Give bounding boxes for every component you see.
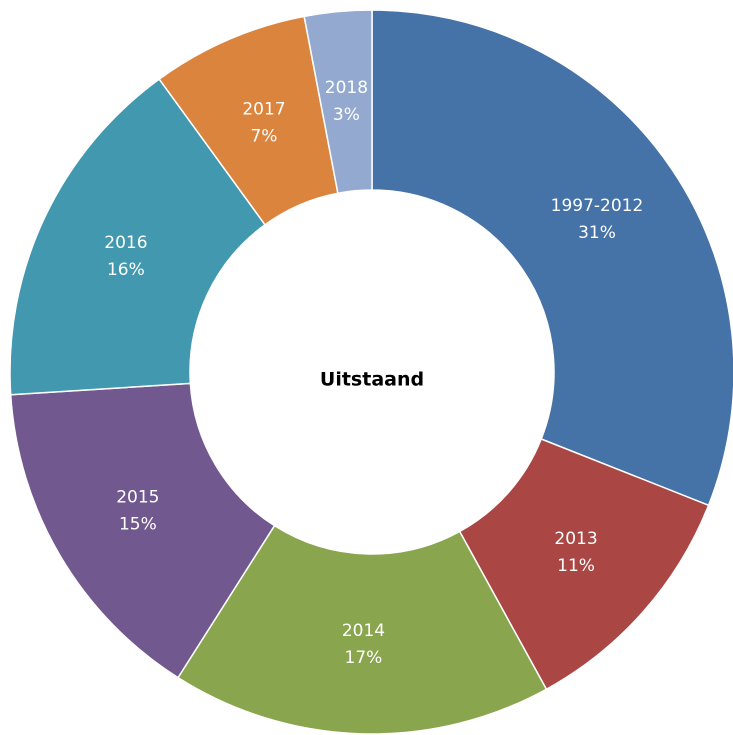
slice-category-label: 2018 — [325, 78, 368, 98]
slice-value-label: 17% — [345, 648, 383, 668]
slice-category-label: 2015 — [116, 487, 159, 507]
slice — [371, 9, 733, 507]
slice — [176, 524, 548, 735]
slice-value-label: 7% — [250, 126, 277, 146]
slice-category-label: 2017 — [242, 99, 285, 119]
slice-category-label: 1997-2012 — [551, 196, 644, 216]
slice-value-label: 16% — [107, 260, 145, 280]
slice-category-label: 2013 — [554, 529, 597, 549]
slice-value-label: 15% — [119, 514, 157, 534]
slice — [9, 382, 276, 679]
slice-value-label: 3% — [333, 105, 360, 125]
slice — [303, 9, 373, 195]
chart-title: Uitstaand — [320, 369, 424, 391]
slice — [9, 78, 267, 396]
slice-category-label: 2016 — [104, 233, 147, 253]
slice-value-label: 31% — [578, 223, 616, 243]
slice-value-label: 11% — [557, 556, 595, 576]
slice-category-label: 2014 — [342, 621, 385, 641]
